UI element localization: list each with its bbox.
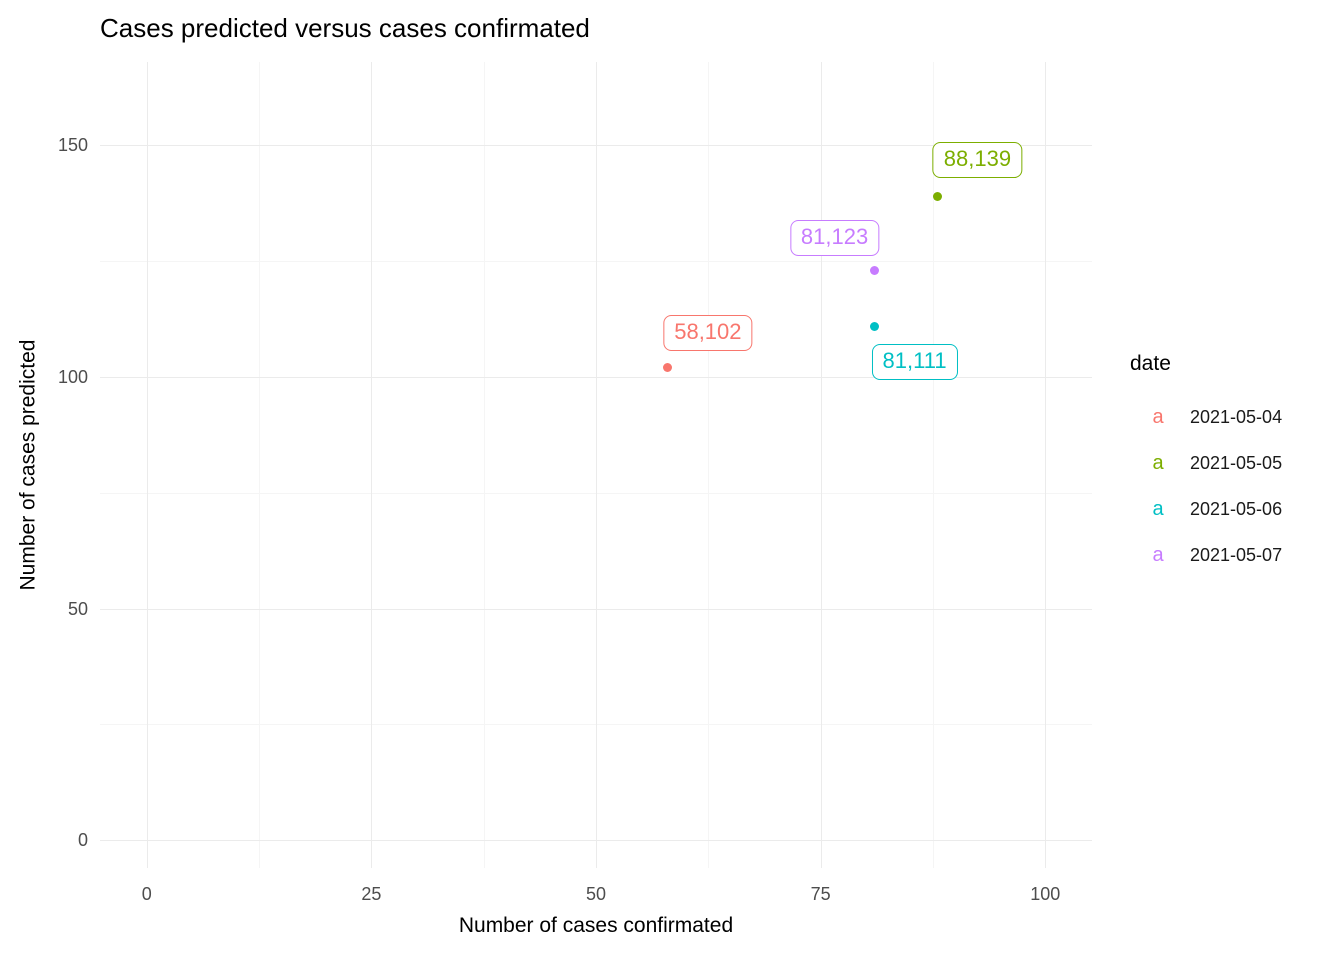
grid-line-minor-vertical <box>708 62 710 868</box>
grid-line-major-vertical <box>146 62 148 868</box>
y-tick-label: 150 <box>57 135 88 156</box>
point-label: 81,111 <box>871 344 958 381</box>
legend-key-glyph: a <box>1152 497 1164 520</box>
grid-line-major-horizontal <box>100 376 1092 378</box>
x-tick-label: 0 <box>141 884 152 904</box>
grid-line-major-horizontal <box>100 608 1092 610</box>
legend-key-glyph: a <box>1152 405 1164 428</box>
grid-line-minor-vertical <box>932 62 934 868</box>
point-label: 58,102 <box>663 314 753 351</box>
y-tick-label: 100 <box>57 366 88 387</box>
legend-item-label: 2021-05-07 <box>1190 544 1283 565</box>
legend-items: a 2021-05-04 a 2021-05-05 a 2021-05-06 a 2021-0… <box>1128 394 1282 578</box>
grid-line-minor-vertical <box>483 62 485 868</box>
legend-item-label: 2021-05-04 <box>1190 406 1283 427</box>
plot-panel: 58,102 88,139 81,111 81,123 <box>100 62 1092 868</box>
chart-title: Cases predicted versus cases confirmated <box>100 13 590 43</box>
grid-line-major-horizontal <box>100 840 1092 842</box>
grid-line-major-vertical <box>596 62 597 868</box>
data-point <box>870 265 880 275</box>
legend-item-label: 2021-05-05 <box>1190 452 1283 473</box>
grid-line-major-horizontal <box>100 145 1092 147</box>
data-point <box>932 191 942 201</box>
grid-line-major-vertical <box>820 62 822 868</box>
legend-item-label: 2021-05-06 <box>1190 498 1283 519</box>
data-point <box>870 321 880 331</box>
legend-item: a 2021-05-04 <box>1128 394 1282 440</box>
x-tick-label: 25 <box>361 884 382 904</box>
x-tick-label: 50 <box>585 884 607 904</box>
legend: date a 2021-05-04 a 2021-05-05 a 2021-05-06 a 2… <box>1128 352 1282 578</box>
grid-line-minor-vertical <box>259 62 261 868</box>
data-point <box>663 363 673 373</box>
grid-line-major-vertical <box>371 62 373 868</box>
x-tick-label: 75 <box>810 884 831 904</box>
x-tick-label: 100 <box>1030 884 1061 904</box>
y-tick-label: 0 <box>77 830 88 851</box>
legend-item: a 2021-05-05 <box>1128 440 1282 486</box>
y-axis-title: Number of cases predicted <box>16 339 39 591</box>
legend-title: date <box>1130 352 1171 375</box>
legend-key-glyph: a <box>1152 451 1164 474</box>
legend-item: a 2021-05-06 <box>1128 486 1282 532</box>
point-label: 81,123 <box>789 220 880 257</box>
point-label: 88,139 <box>932 142 1023 179</box>
y-tick-label: 50 <box>67 598 88 619</box>
legend-item: a 2021-05-07 <box>1128 532 1282 578</box>
legend-key-glyph: a <box>1152 543 1164 566</box>
x-axis-title: Number of cases confirmated <box>458 914 734 937</box>
y-axis-title-wrap: Number of cases predicted <box>14 62 42 868</box>
grid-line-major-vertical <box>1045 62 1047 868</box>
